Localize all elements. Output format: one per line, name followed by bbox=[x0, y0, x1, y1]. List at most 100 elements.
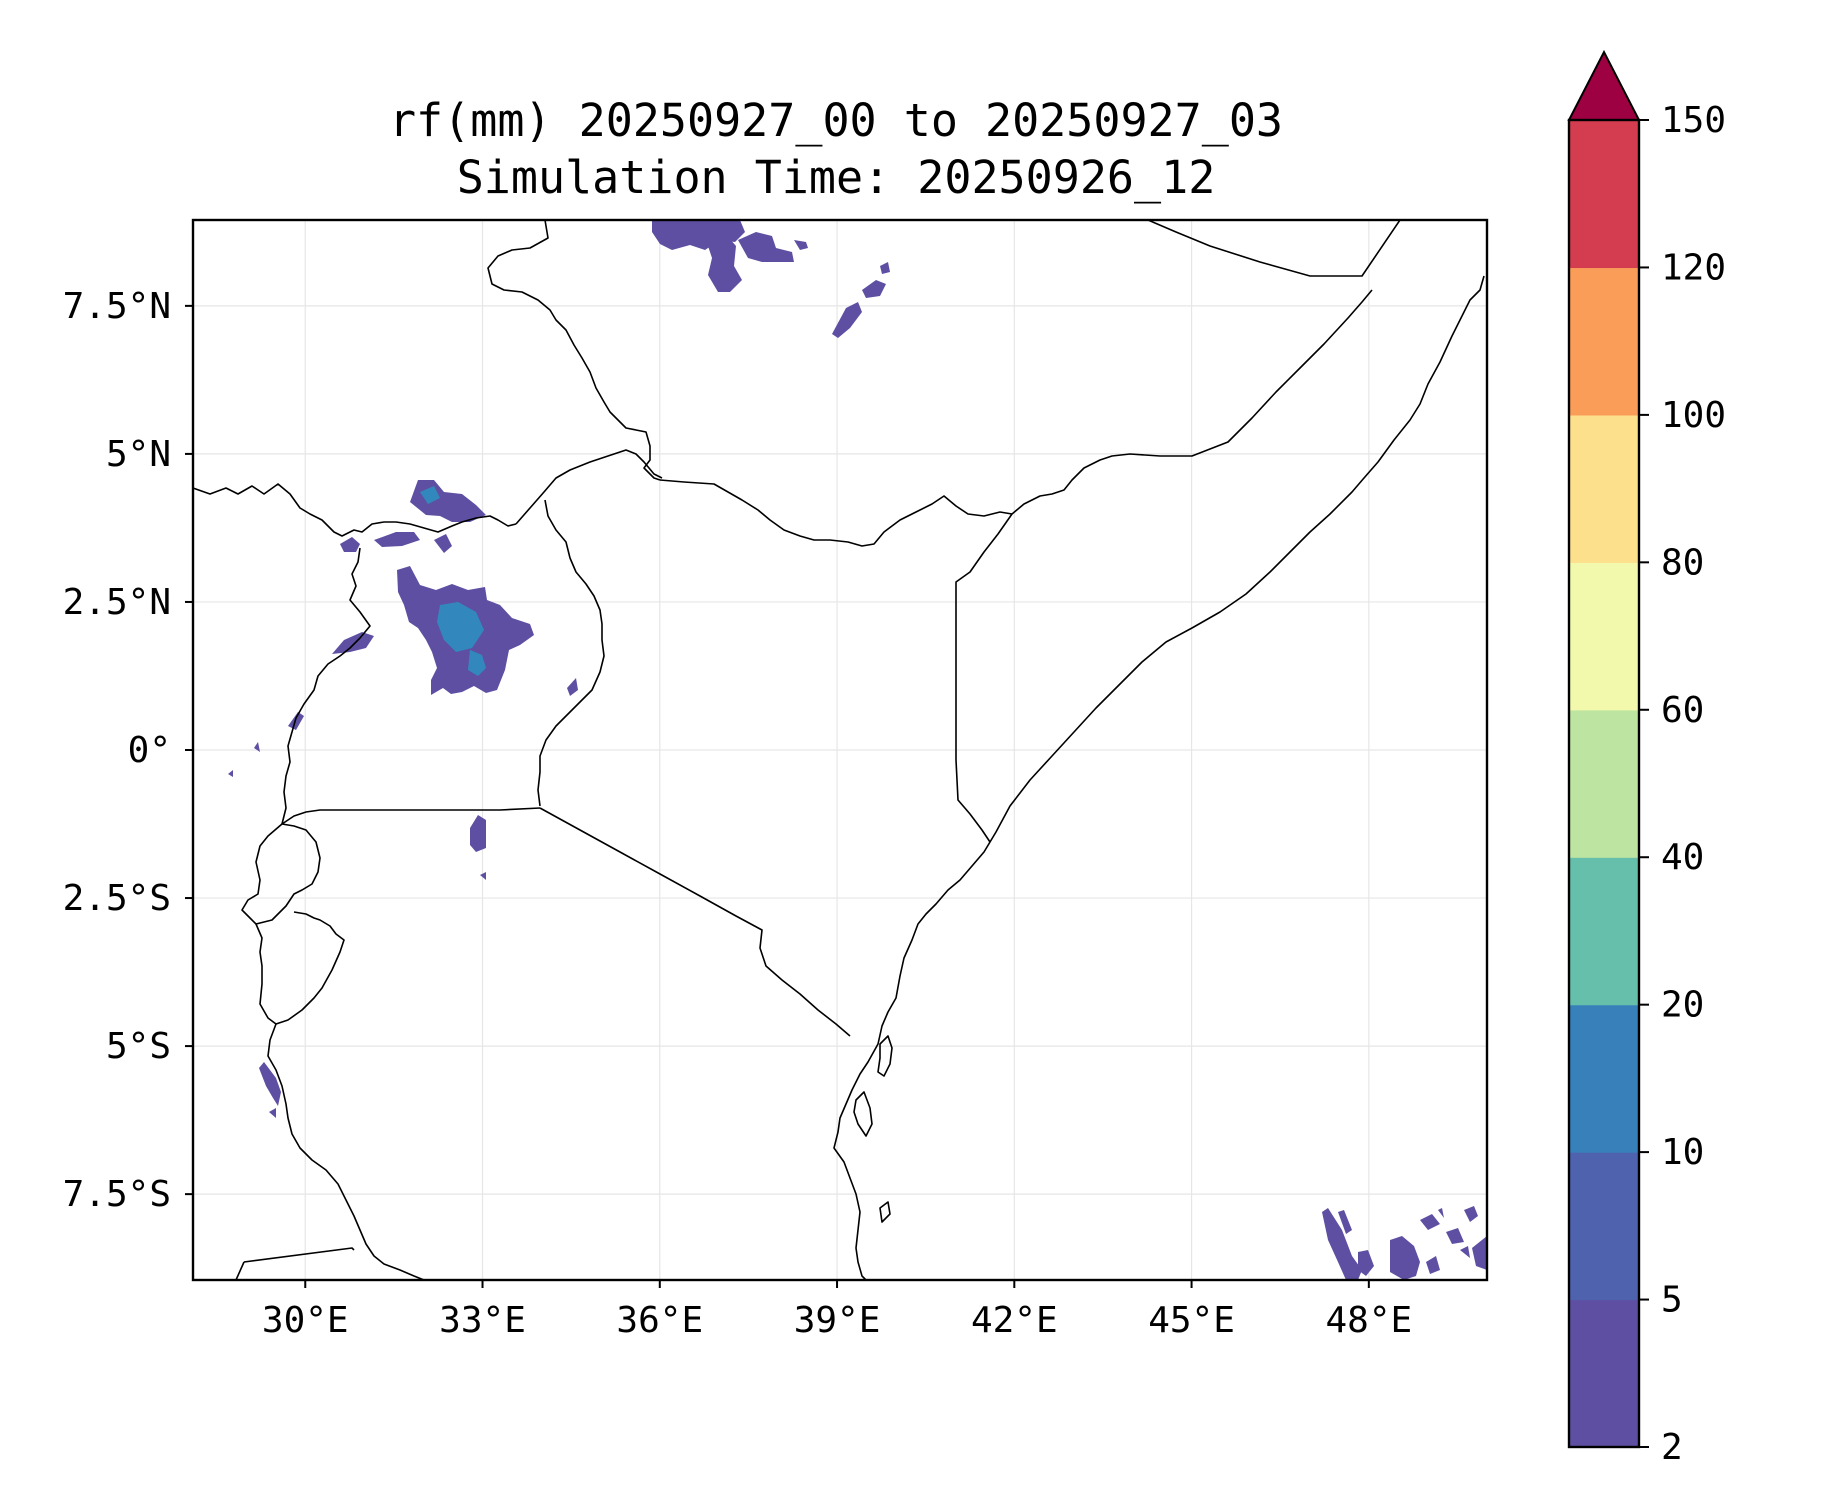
rain-cell-indian-ocean-6 bbox=[1426, 1256, 1440, 1274]
y-tick-label: 5°N bbox=[106, 434, 171, 475]
rain-cell-nw-uganda-3 bbox=[340, 537, 360, 552]
rain-cell-sw-ethiopia-4 bbox=[794, 240, 808, 250]
island-mafia bbox=[879, 1201, 891, 1223]
y-tick-label: 2.5°N bbox=[63, 582, 171, 623]
colorbar-ticks: 2 5 10 20 40 60 80 100 120 150 bbox=[1639, 100, 1726, 1468]
border-ethiopia-kenya bbox=[659, 479, 1013, 547]
colorbar-bin bbox=[1569, 267, 1639, 416]
rain-cell-indian-ocean-5 bbox=[1420, 1214, 1440, 1230]
rain-core-uganda bbox=[437, 602, 484, 652]
colorbar-bins bbox=[1569, 120, 1639, 1448]
border-zambia-tanzania bbox=[243, 1247, 355, 1263]
border-uganda-drc bbox=[281, 547, 371, 825]
y-axis-ticks: 7.5°N 5°N 2.5°N 0° 2.5°S 5°S 7.5°S bbox=[63, 286, 193, 1215]
border-kenya-somalia bbox=[955, 513, 1013, 843]
colorbar-bin bbox=[1569, 120, 1639, 269]
colorbar-tick-label: 120 bbox=[1661, 247, 1726, 288]
colorbar-bin bbox=[1569, 562, 1639, 711]
x-tick-label: 45°E bbox=[1148, 1300, 1235, 1341]
title-line-2: Simulation Time: 20250926_12 bbox=[457, 151, 1216, 204]
border-kenya-tanzania bbox=[539, 807, 851, 1037]
rain-cell-west-uganda bbox=[332, 632, 374, 654]
island-pemba bbox=[877, 1035, 893, 1077]
border-ilemi bbox=[515, 449, 663, 525]
rain-cell-drc-2 bbox=[254, 742, 260, 752]
border-ethiopia-somalia bbox=[1011, 289, 1373, 515]
rain-cell-s-ethiopia bbox=[832, 302, 862, 338]
rain-cell-lake-victoria-2 bbox=[480, 872, 486, 880]
rain-cell-indian-ocean-7 bbox=[1446, 1228, 1464, 1244]
x-tick-label: 33°E bbox=[439, 1300, 526, 1341]
island-zanzibar bbox=[853, 1091, 873, 1137]
border-ethiopia-somaliland bbox=[1147, 220, 1401, 277]
borders-layer bbox=[193, 220, 1485, 1280]
border-drc-tanzania bbox=[267, 1023, 425, 1280]
colorbar-bin bbox=[1569, 1004, 1639, 1153]
y-tick-label: 7.5°S bbox=[63, 1174, 171, 1215]
rain-cell-lake-tanganyika bbox=[259, 1062, 281, 1106]
rain-cell-sw-ethiopia-2 bbox=[706, 232, 742, 292]
colorbar-bin bbox=[1569, 1299, 1639, 1448]
colorbar-tick-label: 2 bbox=[1661, 1427, 1683, 1468]
rainfall-layer bbox=[228, 220, 1487, 1280]
rain-core-nw-uganda bbox=[420, 486, 440, 504]
rain-cell-indian-ocean-10 bbox=[1460, 1246, 1470, 1258]
border-zambia-drc bbox=[235, 1261, 245, 1280]
map-axes: 30°E 33°E 36°E 39°E 42°E 45°E 48°E 7.5°N 5°N 2.5… bbox=[63, 218, 1489, 1341]
colorbar-bin bbox=[1569, 709, 1639, 858]
y-tick-label: 5°S bbox=[106, 1026, 171, 1067]
x-tick-label: 48°E bbox=[1325, 1300, 1412, 1341]
rain-cell-nw-uganda-2 bbox=[374, 532, 420, 547]
rain-cell-indian-ocean-2 bbox=[1338, 1210, 1352, 1234]
rain-cell-sw-ethiopia-3 bbox=[738, 232, 794, 262]
rain-cell-indian-ocean bbox=[1322, 1208, 1362, 1280]
colorbar-tick-label: 150 bbox=[1661, 100, 1726, 141]
colorbar-tick-label: 20 bbox=[1661, 985, 1704, 1026]
rain-cell-s-ethiopia-2 bbox=[862, 280, 886, 298]
x-tick-label: 36°E bbox=[616, 1300, 703, 1341]
border-uganda-kenya bbox=[537, 499, 605, 807]
x-tick-label: 42°E bbox=[971, 1300, 1058, 1341]
colorbar-bin bbox=[1569, 414, 1639, 563]
rain-cell-drc bbox=[228, 770, 233, 777]
rain-cell-indian-ocean-11 bbox=[1472, 1236, 1487, 1270]
x-tick-label: 30°E bbox=[262, 1300, 349, 1341]
colorbar-bin bbox=[1569, 857, 1639, 1006]
colorbar-tick-label: 80 bbox=[1661, 542, 1704, 583]
colorbar-tick-label: 10 bbox=[1661, 1132, 1704, 1173]
rain-cell-indian-ocean-4 bbox=[1390, 1236, 1420, 1280]
rain-cell-indian-ocean-3 bbox=[1358, 1250, 1374, 1276]
colorbar-tick-label: 40 bbox=[1661, 837, 1704, 878]
rain-cell-lake-victoria bbox=[470, 815, 486, 852]
rain-cell-nw-uganda bbox=[410, 480, 486, 522]
colorbar-frame bbox=[1567, 118, 1641, 1449]
rain-core-uganda-2 bbox=[468, 650, 486, 676]
rain-cell-nw-uganda-4 bbox=[434, 534, 452, 553]
y-tick-label: 2.5°S bbox=[63, 878, 171, 919]
rain-cell-s-ethiopia-3 bbox=[880, 262, 890, 274]
y-tick-label: 0° bbox=[128, 730, 171, 771]
colorbar-tick-label: 100 bbox=[1661, 395, 1726, 436]
border-south-sudan-uganda-drc bbox=[193, 483, 517, 537]
border-burundi bbox=[255, 911, 345, 1025]
rain-cell-lake-kyoga-east bbox=[567, 678, 578, 696]
rain-cell-lake-tanganyika-2 bbox=[269, 1108, 276, 1118]
colorbar-tick-label: 5 bbox=[1661, 1280, 1683, 1321]
title-line-1: rf(mm) 20250927_00 to 20250927_03 bbox=[389, 94, 1283, 147]
colorbar-extend-arrow bbox=[1567, 49, 1641, 121]
rain-cell-indian-ocean-9 bbox=[1438, 1208, 1444, 1218]
rain-cell-lake-albert bbox=[288, 712, 304, 730]
border-rwanda bbox=[241, 823, 321, 925]
coastline-east-africa bbox=[833, 275, 1485, 1280]
colorbar: 2 5 10 20 40 60 80 100 120 150 bbox=[1567, 49, 1726, 1468]
colorbar-tick-label: 60 bbox=[1661, 690, 1704, 731]
x-axis-ticks: 30°E 33°E 36°E 39°E 42°E 45°E 48°E bbox=[262, 1280, 1412, 1341]
border-south-sudan-ethiopia bbox=[487, 220, 661, 481]
x-tick-label: 39°E bbox=[794, 1300, 881, 1341]
y-tick-label: 7.5°N bbox=[63, 286, 171, 327]
rain-cell-sw-ethiopia bbox=[652, 220, 745, 250]
colorbar-bin bbox=[1569, 1152, 1639, 1301]
gridlines bbox=[193, 220, 1487, 1280]
border-uganda-tanzania bbox=[281, 807, 541, 825]
